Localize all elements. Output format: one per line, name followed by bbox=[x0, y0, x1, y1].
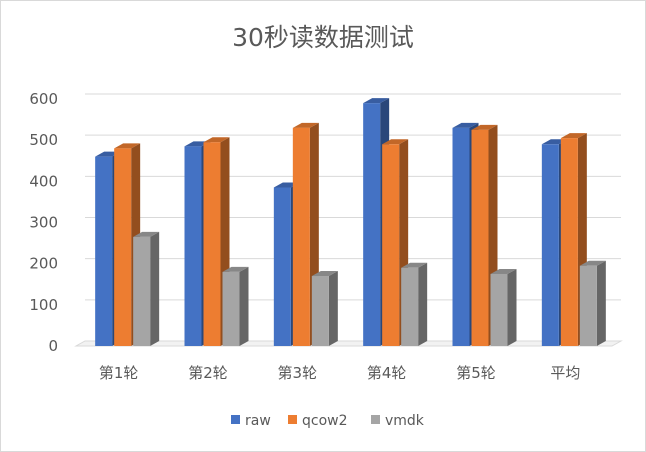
legend-label: raw bbox=[245, 413, 271, 429]
bar-vmdk bbox=[579, 260, 606, 346]
y-tick-label: 300 bbox=[29, 214, 58, 232]
legend-swatch bbox=[371, 415, 380, 424]
x-axis-categories: 第1轮 第2轮 第3轮 第4轮 第5轮 平均 bbox=[99, 364, 580, 382]
bars bbox=[95, 98, 606, 346]
legend-item-qcow2: qcow2 bbox=[288, 413, 348, 429]
x-category-label: 第4轮 bbox=[367, 364, 407, 382]
bar-vmdk bbox=[222, 266, 249, 346]
bar-vmdk bbox=[311, 271, 338, 346]
x-category-label: 第1轮 bbox=[99, 364, 139, 382]
bar-vmdk bbox=[401, 262, 428, 346]
legend-swatch bbox=[231, 415, 240, 424]
x-category-label: 平均 bbox=[550, 364, 580, 382]
legend: raw qcow2 vmdk bbox=[231, 413, 425, 429]
y-tick-label: 200 bbox=[29, 255, 58, 273]
chart-title: 30秒读数据测试 bbox=[232, 23, 414, 52]
y-tick-label: 400 bbox=[29, 172, 58, 190]
y-tick-label: 100 bbox=[29, 296, 58, 314]
legend-label: qcow2 bbox=[302, 413, 348, 429]
y-tick-label: 0 bbox=[48, 337, 58, 355]
x-category-label: 第2轮 bbox=[188, 364, 228, 382]
bar-vmdk bbox=[490, 268, 517, 346]
gridlines bbox=[85, 93, 621, 342]
y-tick-label: 600 bbox=[29, 90, 58, 108]
legend-label: vmdk bbox=[385, 413, 425, 429]
legend-swatch bbox=[288, 415, 297, 424]
x-category-label: 第3轮 bbox=[278, 364, 318, 382]
legend-item-raw: raw bbox=[231, 413, 271, 429]
legend-item-vmdk: vmdk bbox=[371, 413, 425, 429]
y-tick-label: 500 bbox=[29, 131, 58, 149]
y-axis-ticks: 0 100 200 300 400 500 600 bbox=[29, 90, 58, 355]
x-category-label: 第5轮 bbox=[456, 364, 496, 382]
bar-vmdk bbox=[133, 231, 160, 346]
